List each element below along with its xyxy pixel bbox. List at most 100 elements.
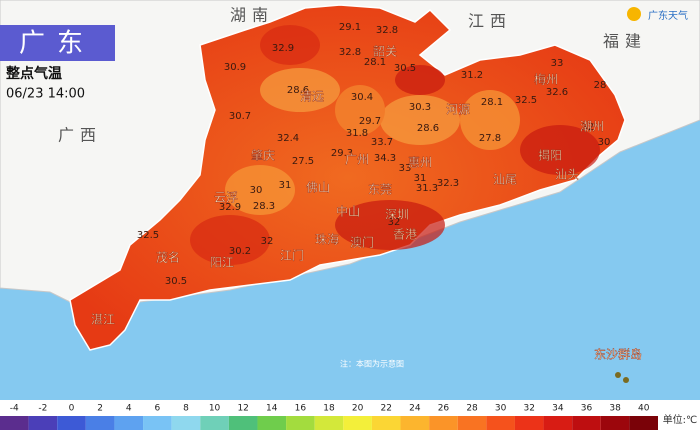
temperature-reading: 32.9: [219, 202, 241, 213]
region-label: 湖南: [230, 6, 274, 25]
city-label: 韶关: [373, 44, 397, 59]
legend-cell: [85, 416, 115, 430]
city-label: 东沙群岛: [594, 347, 642, 362]
city-label: 汕头: [555, 168, 579, 182]
temperature-reading: 32: [582, 122, 595, 133]
legend-tick: 2: [97, 404, 103, 414]
temperature-reading: 32.8: [339, 47, 361, 58]
region-label: 福建: [603, 32, 647, 51]
city-label: 汕尾: [493, 173, 517, 187]
legend-tick: 0: [69, 404, 75, 414]
city-label: 江门: [280, 248, 304, 263]
temperature-reading: 33: [551, 58, 564, 69]
city-label: 深圳: [385, 208, 409, 222]
legend-cell: [228, 416, 258, 430]
legend-cell: [143, 416, 172, 430]
legend-cell: [314, 416, 344, 430]
city-label: 潮州: [580, 119, 604, 134]
temperature-reading: 28.6: [287, 85, 309, 96]
temperature-blobs: [190, 25, 600, 265]
island: [615, 372, 621, 378]
temperature-reading: 31: [414, 173, 427, 184]
legend-tick: -2: [38, 404, 47, 414]
temperature-reading: 28.3: [253, 201, 275, 212]
legend-tick: 28: [466, 404, 478, 414]
legend-cell: [457, 416, 487, 430]
time: 06/23 14:00: [6, 87, 85, 102]
city-label: 河源: [446, 103, 470, 117]
legend-cell: [543, 416, 573, 430]
island: [623, 377, 629, 383]
legend-cell: [572, 416, 601, 430]
legend-tick: 38: [609, 404, 621, 414]
temperature-reading: 30.7: [229, 111, 251, 122]
temperature-reading: 27.5: [292, 156, 314, 167]
temperature-reading: 32: [261, 236, 274, 247]
city-label: 广州: [345, 153, 369, 167]
legend-tick: 24: [409, 404, 421, 414]
city-label: 香港: [393, 228, 417, 242]
temperature-reading: 30: [250, 185, 263, 196]
temperature-reading: 30.4: [351, 92, 373, 103]
logo: 广东天气: [648, 9, 688, 22]
temperature-reading: 32.4: [277, 133, 299, 144]
legend-tick: 8: [183, 404, 189, 414]
note: 注：本图为示意图: [340, 359, 404, 369]
city-label: 阳江: [210, 256, 234, 270]
city-label: 清远: [300, 90, 324, 104]
temperature-reading: 27.8: [479, 133, 501, 144]
legend-cell: [286, 416, 315, 430]
legend-cell: [486, 416, 515, 430]
city-label: 澳门: [350, 235, 374, 250]
legend-tick: 4: [126, 404, 132, 414]
city-label: 揭阳: [538, 148, 562, 163]
temperature-reading: 30: [598, 137, 611, 148]
temperature-reading: 31.2: [461, 70, 483, 81]
legend-tick: 26: [438, 404, 450, 414]
city-label: 云浮: [214, 191, 238, 205]
temperature-reading: 33.7: [371, 137, 393, 148]
legend-tick: 10: [209, 404, 221, 414]
legend-tick: 6: [154, 404, 160, 414]
legend-tick: 12: [237, 404, 248, 414]
temperature-reading: 31.3: [416, 183, 438, 194]
legend-cell: [600, 416, 630, 430]
city-label: 肇庆: [251, 148, 275, 163]
temperature-reading: 29.3: [331, 148, 353, 159]
city-label: 湛江: [91, 313, 115, 327]
region-label: 广西: [58, 126, 102, 145]
temperature-reading: 32.9: [272, 43, 294, 54]
temperature-reading: 33: [399, 163, 412, 174]
temperature-reading: 30.3: [409, 102, 431, 113]
city-label: 中山: [336, 204, 360, 219]
city-label: 佛山: [306, 181, 330, 195]
temperature-reading: 28.1: [364, 57, 386, 68]
region-label: 江西: [468, 12, 512, 31]
legend-cell: [514, 416, 544, 430]
city-label: 茂名: [156, 250, 180, 265]
temperature-reading: 28.1: [481, 97, 503, 108]
temperature-reading: 29.7: [359, 116, 381, 127]
temperature-reading: 32.5: [515, 95, 537, 106]
legend-cell: [400, 416, 430, 430]
city-label: 珠海: [315, 232, 339, 247]
legend-tick: 34: [552, 404, 564, 414]
legend-cell: [257, 416, 287, 430]
legend-tick: 20: [352, 404, 364, 414]
temperature-reading: 30.2: [229, 246, 251, 257]
legend-tick: 16: [295, 404, 307, 414]
temperature-reading: 31: [279, 180, 292, 191]
temperature-reading: 28.6: [417, 123, 439, 134]
legend-cell: [371, 416, 401, 430]
legend-tick: 14: [266, 404, 278, 414]
legend-tick: 32: [524, 404, 535, 414]
title: 广东: [19, 29, 95, 59]
legend-tick: -4: [10, 404, 19, 414]
temperature-reading: 32.3: [437, 178, 459, 189]
legend-tick: 30: [495, 404, 507, 414]
legend-cell: [0, 416, 29, 430]
logo-icon: [627, 7, 641, 21]
title-box: [0, 25, 115, 61]
legend-cell: [28, 416, 58, 430]
